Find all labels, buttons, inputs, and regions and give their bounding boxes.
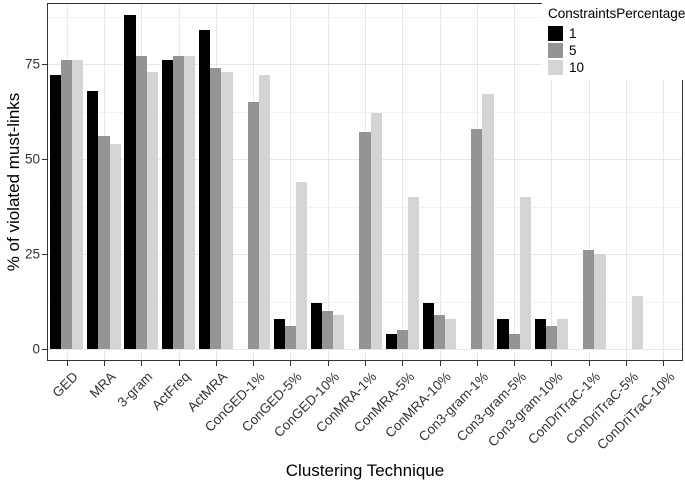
gridline-major-vertical [588,4,590,360]
bar [631,295,643,349]
legend-swatch-5 [548,43,563,58]
bar [396,330,408,349]
y-tick-mark [42,349,47,350]
bar [273,318,285,349]
y-tick-label: 25 [24,246,40,262]
bar [258,75,270,349]
x-axis-title: Clustering Technique [285,461,445,480]
legend-title: ConstraintsPercentage [548,6,685,21]
bar [284,326,296,349]
gridline-major-vertical [290,4,292,360]
bar [545,326,558,349]
bar [146,71,159,349]
bar [583,250,595,349]
x-tick-mark [439,361,441,366]
x-tick-mark [103,361,105,366]
gridline-major-vertical [514,4,516,360]
legend: ConstraintsPercentage 1 5 10 [542,1,685,80]
bar [445,318,457,349]
legend-item: 5 [548,42,685,59]
x-tick-label: GED [49,369,82,401]
legend-label: 5 [569,43,577,58]
bar [109,143,121,349]
bar [508,333,520,349]
y-tick-mark [42,254,47,255]
x-tick-mark [663,361,665,366]
x-tick-mark [551,361,553,366]
legend-label: 10 [569,60,585,75]
bar [221,71,233,349]
bar [557,318,569,349]
bar [199,29,211,349]
bar [534,318,546,349]
x-tick-mark [402,361,404,366]
bar [98,136,110,349]
bar [519,197,531,349]
bar [471,128,483,349]
bar [161,60,173,349]
x-tick-mark [66,361,68,366]
gridline-major-vertical [439,4,441,360]
bar [210,67,222,349]
bar [407,197,420,349]
gridline-major-vertical [663,4,665,360]
legend-swatch-1 [548,26,563,41]
gridline-major-vertical [551,4,553,360]
bar [49,75,62,349]
x-tick-mark [476,361,478,366]
legend-items: 1 5 10 [548,25,685,76]
legend-swatch-10 [548,60,563,75]
x-tick-mark [588,361,590,366]
bar [594,254,606,349]
y-axis-title: % of violated must-links [4,92,23,272]
bar [359,132,371,349]
x-tick-mark [365,361,366,366]
x-tick-mark [141,361,143,366]
x-tick-mark [514,361,516,366]
x-tick-mark [327,361,329,366]
bar [482,94,494,349]
x-tick-mark [215,361,217,366]
bar [296,181,308,349]
gridline-major-vertical [626,4,628,360]
bar [184,56,196,349]
legend-item: 1 [548,25,685,42]
bar [422,303,434,349]
bar [135,56,147,349]
bar [87,90,99,349]
bar [322,311,334,349]
x-tick-mark [290,361,292,366]
x-tick-mark [626,361,628,366]
y-tick-mark [42,159,47,160]
y-tick-label: 0 [32,341,40,357]
bar [310,303,323,349]
legend-item: 10 [548,59,685,76]
y-tick-label: 50 [24,151,40,167]
y-tick-mark [42,64,47,65]
bar [124,14,136,349]
bar [433,314,446,349]
bar [333,314,345,349]
bar [72,60,84,349]
bar [370,113,382,349]
x-tick-mark [178,361,180,366]
gridline-major-vertical [402,4,404,360]
legend-label: 1 [569,26,577,41]
bar [247,102,259,349]
bar [172,56,185,349]
x-tick-label: MRA [86,369,119,401]
y-tick-label: 75 [24,56,40,72]
x-tick-mark [253,361,255,366]
bar [497,318,509,349]
bar [385,333,397,349]
gridline-major-vertical [327,4,329,360]
bar [61,60,73,349]
